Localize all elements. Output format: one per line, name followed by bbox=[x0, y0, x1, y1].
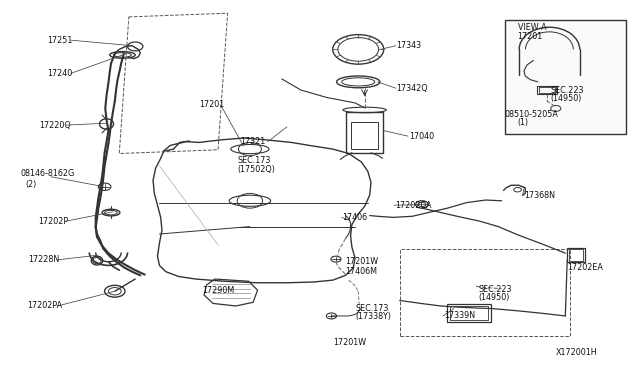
Text: SEC.173: SEC.173 bbox=[237, 155, 271, 165]
Circle shape bbox=[326, 313, 337, 319]
Text: 17290M: 17290M bbox=[202, 286, 234, 295]
Bar bbox=[346, 112, 383, 153]
Bar bbox=[567, 248, 585, 262]
Text: 17201W: 17201W bbox=[346, 257, 379, 266]
Text: 17368N: 17368N bbox=[524, 191, 555, 200]
Text: (17502Q): (17502Q) bbox=[237, 165, 275, 174]
Bar bbox=[450, 306, 488, 320]
Text: (1): (1) bbox=[518, 118, 529, 127]
Text: 17220Q: 17220Q bbox=[40, 121, 72, 129]
Text: 17343: 17343 bbox=[396, 41, 422, 50]
Bar bbox=[505, 20, 626, 134]
Text: 17339N: 17339N bbox=[444, 311, 476, 320]
Text: 08510-5205A: 08510-5205A bbox=[505, 110, 559, 119]
Text: (17338Y): (17338Y) bbox=[355, 312, 391, 321]
Text: 17406: 17406 bbox=[342, 213, 367, 222]
Text: (14950): (14950) bbox=[550, 94, 582, 103]
Text: 17342Q: 17342Q bbox=[396, 84, 428, 93]
Text: 17201: 17201 bbox=[518, 32, 543, 41]
Text: SEC.173: SEC.173 bbox=[355, 304, 388, 313]
Circle shape bbox=[331, 256, 341, 262]
Text: 17202EA: 17202EA bbox=[567, 263, 603, 272]
Text: 17202CA: 17202CA bbox=[395, 201, 432, 210]
Text: (2): (2) bbox=[26, 180, 37, 189]
Bar bbox=[539, 87, 555, 93]
Text: SEC.223: SEC.223 bbox=[550, 86, 584, 94]
Text: 17406M: 17406M bbox=[346, 267, 378, 276]
Text: 17321: 17321 bbox=[241, 137, 266, 146]
Text: 17251: 17251 bbox=[47, 36, 73, 45]
Bar bbox=[399, 249, 570, 336]
Text: 17228N: 17228N bbox=[28, 255, 60, 264]
Text: 17202P: 17202P bbox=[38, 217, 68, 225]
Text: 17202PA: 17202PA bbox=[27, 301, 62, 311]
Text: X172001H: X172001H bbox=[556, 349, 597, 357]
Text: 08146-8162G: 08146-8162G bbox=[20, 169, 75, 177]
Bar bbox=[537, 86, 557, 94]
Text: 17201W: 17201W bbox=[333, 339, 366, 347]
Text: 17240: 17240 bbox=[47, 69, 72, 78]
Text: 17040: 17040 bbox=[409, 132, 435, 141]
Bar bbox=[351, 122, 378, 149]
Text: SEC.223: SEC.223 bbox=[478, 285, 511, 294]
Text: (14950): (14950) bbox=[478, 293, 509, 302]
Text: VIEW A: VIEW A bbox=[518, 23, 546, 32]
Text: 17201: 17201 bbox=[199, 100, 224, 109]
Bar bbox=[569, 249, 583, 260]
Bar bbox=[447, 304, 491, 322]
